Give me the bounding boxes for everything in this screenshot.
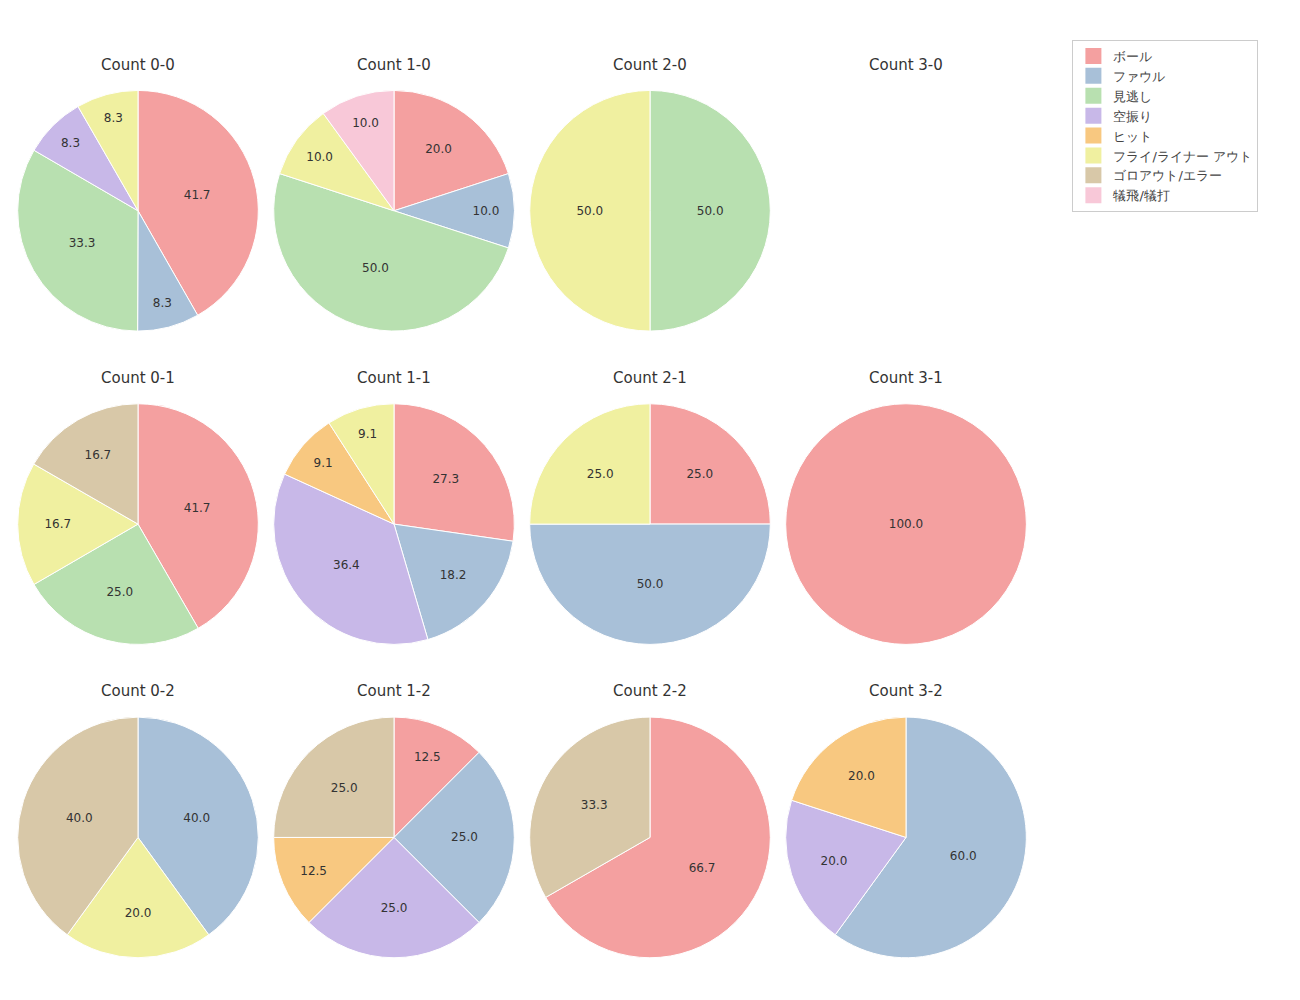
svg-text:20.0: 20.0	[848, 769, 875, 783]
svg-text:25.0: 25.0	[331, 781, 358, 795]
svg-text:9.1: 9.1	[314, 456, 333, 470]
svg-text:41.7: 41.7	[184, 501, 211, 515]
svg-text:25.0: 25.0	[686, 467, 713, 481]
svg-text:8.3: 8.3	[153, 296, 172, 310]
svg-text:20.0: 20.0	[425, 142, 452, 156]
svg-text:12.5: 12.5	[300, 864, 327, 878]
svg-text:27.3: 27.3	[432, 472, 459, 486]
svg-text:36.4: 36.4	[333, 558, 360, 572]
svg-text:ヒット: ヒット	[1113, 129, 1152, 144]
svg-text:40.0: 40.0	[66, 811, 93, 825]
svg-text:10.0: 10.0	[352, 116, 379, 130]
svg-text:50.0: 50.0	[637, 577, 664, 591]
svg-text:25.0: 25.0	[587, 467, 614, 481]
svg-text:10.0: 10.0	[473, 204, 500, 218]
svg-text:Count 3-2: Count 3-2	[869, 682, 943, 700]
svg-text:50.0: 50.0	[362, 261, 389, 275]
svg-text:ファウル: ファウル	[1113, 69, 1165, 84]
svg-text:Count 1-0: Count 1-0	[357, 56, 431, 74]
svg-text:Count 0-1: Count 0-1	[101, 369, 175, 387]
svg-text:8.3: 8.3	[104, 111, 123, 125]
svg-text:Count 3-1: Count 3-1	[869, 369, 943, 387]
svg-text:Count 1-2: Count 1-2	[357, 682, 431, 700]
svg-text:Count 0-0: Count 0-0	[101, 56, 175, 74]
svg-text:60.0: 60.0	[950, 849, 977, 863]
svg-text:50.0: 50.0	[697, 204, 724, 218]
svg-text:25.0: 25.0	[106, 585, 133, 599]
svg-text:16.7: 16.7	[44, 517, 71, 531]
svg-text:41.7: 41.7	[184, 188, 211, 202]
svg-text:見逃し: 見逃し	[1113, 89, 1152, 104]
svg-text:Count 1-1: Count 1-1	[357, 369, 431, 387]
svg-text:10.0: 10.0	[306, 150, 333, 164]
svg-text:12.5: 12.5	[414, 750, 441, 764]
svg-text:Count 2-0: Count 2-0	[613, 56, 687, 74]
svg-text:40.0: 40.0	[183, 811, 210, 825]
svg-text:20.0: 20.0	[821, 854, 848, 868]
svg-text:25.0: 25.0	[381, 901, 408, 915]
svg-text:66.7: 66.7	[689, 861, 716, 875]
svg-text:25.0: 25.0	[451, 830, 478, 844]
svg-text:50.0: 50.0	[576, 204, 603, 218]
svg-text:33.3: 33.3	[69, 236, 96, 250]
svg-text:Count 0-2: Count 0-2	[101, 682, 175, 700]
svg-text:20.0: 20.0	[125, 906, 152, 920]
svg-text:Count 3-0: Count 3-0	[869, 56, 943, 74]
svg-text:犠飛/犠打: 犠飛/犠打	[1113, 188, 1169, 203]
svg-text:8.3: 8.3	[61, 136, 80, 150]
svg-text:100.0: 100.0	[889, 517, 923, 531]
svg-text:Count 2-1: Count 2-1	[613, 369, 687, 387]
svg-text:空振り: 空振り	[1113, 109, 1152, 124]
svg-text:フライ/ライナー アウト: フライ/ライナー アウト	[1113, 149, 1252, 164]
svg-text:33.3: 33.3	[581, 798, 608, 812]
svg-text:Count 2-2: Count 2-2	[613, 682, 687, 700]
svg-text:16.7: 16.7	[85, 448, 112, 462]
svg-text:ボール: ボール	[1113, 49, 1152, 64]
svg-text:9.1: 9.1	[358, 427, 377, 441]
svg-text:18.2: 18.2	[440, 568, 467, 582]
svg-text:ゴロアウト/エラー: ゴロアウト/エラー	[1113, 168, 1221, 183]
